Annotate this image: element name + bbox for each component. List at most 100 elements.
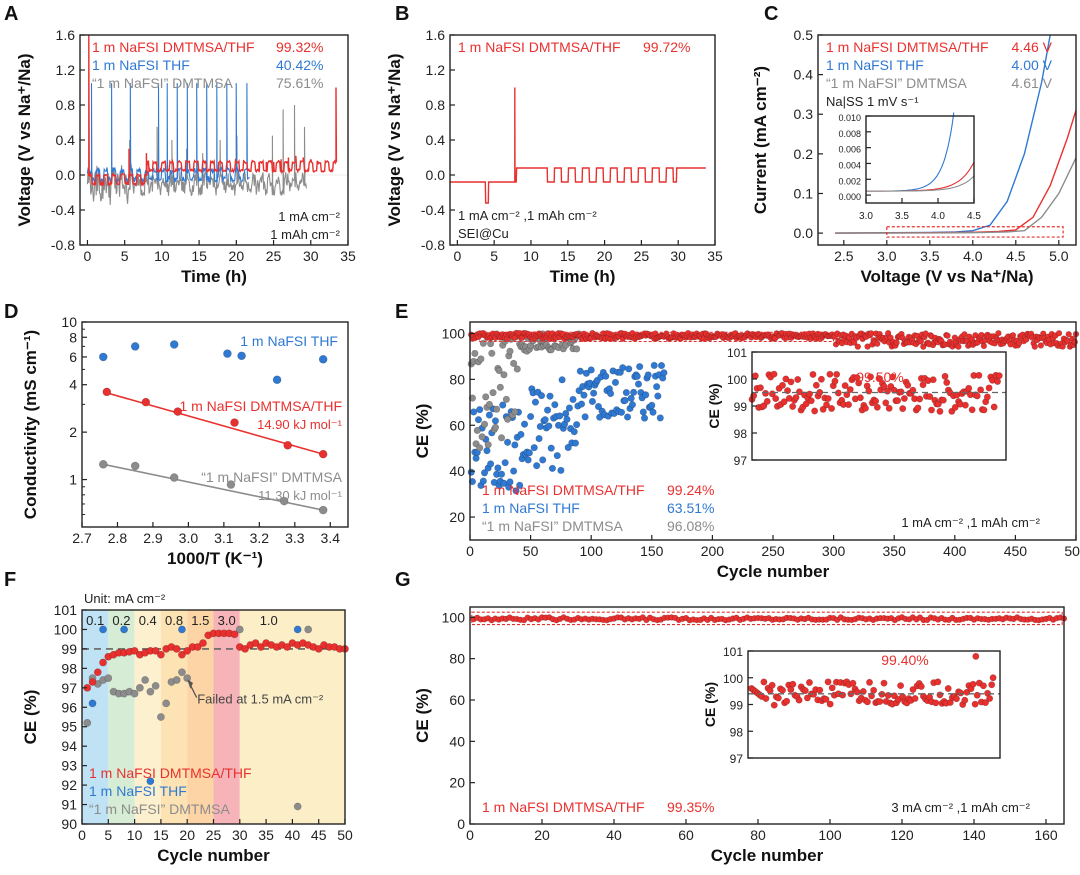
data-point-red <box>314 645 323 653</box>
data-point-red <box>920 343 927 350</box>
inset-data-point <box>916 395 924 403</box>
data-point-blue <box>657 361 666 370</box>
data-point-blue <box>633 372 641 380</box>
inset-data-point <box>779 686 787 694</box>
y-tick-label: 0.008 <box>838 129 861 139</box>
panel-b: B 0 5 10 15 20 25 30 35 -0.8 -0.4 0.0 0.4 0.8 1.2 1.6 Ti… <box>385 3 723 286</box>
legend-value: 63.51% <box>667 500 714 516</box>
inset-data-point <box>985 384 993 392</box>
series-line-gray <box>86 104 308 205</box>
data-point-blue <box>98 352 108 362</box>
panel-g: G 0 20 40 60 80 100 120 140 160 0 20 40 60 80 100 Cycle … <box>395 569 1068 865</box>
data-point-red <box>995 330 1002 337</box>
data-point-blue <box>617 408 626 416</box>
data-point-blue <box>468 477 477 486</box>
inset-data-point <box>919 381 927 389</box>
data-point-blue <box>543 406 552 414</box>
y-tick-label: 1.6 <box>56 27 76 43</box>
data-point-red <box>955 343 962 350</box>
rate-band-label: 0.8 <box>165 613 183 628</box>
data-point-gray <box>83 718 92 727</box>
inset-data-point <box>795 388 803 396</box>
data-point-blue <box>536 422 544 431</box>
x-tick-label: 2.7 <box>72 530 92 546</box>
data-point-blue <box>656 414 664 422</box>
legend-label: “1 m NaFSI” DMTMSA <box>92 75 233 91</box>
legend-value: 4.46 V <box>1012 39 1053 55</box>
data-point-blue <box>622 388 630 397</box>
data-point-red <box>944 332 951 339</box>
inset-data-point <box>971 700 979 708</box>
data-point-blue <box>479 477 487 485</box>
inset-data-point <box>944 684 952 692</box>
inset-data-point <box>995 372 1003 380</box>
x-tick-label: 2.9 <box>143 530 163 546</box>
inset-data-point <box>794 375 802 383</box>
x-tick-label: 140 <box>962 827 986 843</box>
data-point-blue <box>483 447 491 455</box>
x-axis-title: Cycle number <box>711 846 824 865</box>
inset-data-point <box>824 395 832 403</box>
inset-frame <box>865 115 975 204</box>
x-tick-label: 3.0 <box>179 530 199 546</box>
inset-data-point <box>774 694 782 702</box>
inset-data-point <box>899 405 907 413</box>
inset-data-point <box>870 686 878 694</box>
data-point-red <box>256 643 265 651</box>
data-point-gray <box>489 389 497 397</box>
y-tick-label: 0.4 <box>794 67 814 83</box>
y-tick-label: 98 <box>734 427 748 441</box>
inset-data-point <box>807 397 815 405</box>
data-point-blue <box>487 460 495 468</box>
x-tick-label: 15 <box>560 248 576 264</box>
zoom-region-box <box>479 331 835 343</box>
data-point-blue <box>650 361 658 370</box>
inset-data-point <box>812 381 820 389</box>
inset-data-point <box>965 384 973 392</box>
inset-data-point <box>756 384 764 392</box>
data-point-blue <box>510 467 518 475</box>
inset-data-point <box>763 397 771 405</box>
inset-data-point <box>856 394 864 402</box>
inset-data-point <box>973 392 981 400</box>
data-point-blue <box>99 625 107 634</box>
inset-data-point <box>789 403 797 411</box>
inset-data-point <box>823 401 831 409</box>
inset-data-point <box>772 395 780 403</box>
inset-data-point <box>866 678 874 686</box>
inset-data-point <box>770 701 778 709</box>
panel-f: F 0.1 0.2 0.4 0.8 1.5 3.0 1.0 Unit: mA cm⁻² Faile… <box>4 569 353 865</box>
x-tick-label: 4.5 <box>1006 248 1026 264</box>
data-point-gray <box>484 441 492 449</box>
x-axis-title: Cycle number <box>717 562 830 581</box>
inset-data-point <box>768 681 776 689</box>
inset-data-point <box>867 373 875 381</box>
series-line-red <box>450 87 706 204</box>
x-tick-label: 10 <box>523 248 539 264</box>
data-point-blue <box>512 487 520 495</box>
x-tick-label: 3.5 <box>895 211 909 222</box>
annotation-arrowhead <box>187 679 193 689</box>
legend-label: 1 m NaFSI THF <box>92 57 190 73</box>
data-point-blue <box>272 375 282 385</box>
inset-data-point <box>900 395 908 403</box>
legend-value: 75.61% <box>276 75 323 91</box>
annotation-scan: Na|SS 1 mV s⁻¹ <box>826 94 919 109</box>
y-tick-label: -0.8 <box>421 237 445 253</box>
data-point-red <box>230 630 239 639</box>
inset-data-point <box>859 687 867 695</box>
data-point-gray <box>506 347 514 355</box>
y-tick-label: 0.4 <box>426 132 446 148</box>
inset-data-point <box>792 394 800 402</box>
x-axis-title: Time (h) <box>181 267 247 286</box>
data-point-red <box>130 646 139 655</box>
x-tick-label: 3.2 <box>250 530 270 546</box>
inset-data-point <box>951 403 959 411</box>
x-tick-label: 30 <box>232 827 248 843</box>
data-point-red <box>99 658 107 667</box>
data-point-blue <box>590 389 598 397</box>
data-point-gray <box>169 473 179 482</box>
data-point-blue <box>501 459 509 467</box>
x-tick-label: 35 <box>258 827 274 843</box>
data-point-gray <box>496 383 504 391</box>
